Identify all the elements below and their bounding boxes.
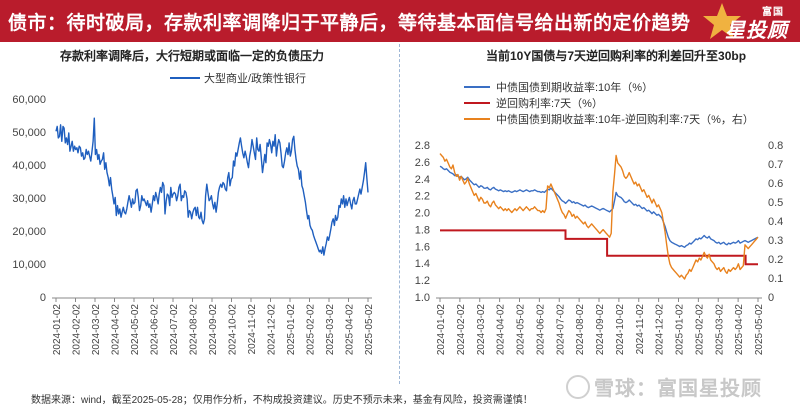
- x-tick-label: 2024-01-02: [52, 304, 63, 356]
- y-left-tick-label: 2.6: [415, 157, 430, 169]
- x-tick-label: 2025-02-02: [306, 304, 317, 356]
- header-banner: 债市：待时破局，存款利率调降归于平静后，等待基本面信号给出新的定价趋势 富国 星…: [0, 0, 800, 42]
- x-tick-label: 2024-05-02: [516, 304, 527, 356]
- x-tick-label: 2024-11-02: [635, 304, 646, 355]
- footer-source: 数据来源：wind，截至2025-05-28；仅用作分析，不构成投资建议。历史不…: [31, 395, 533, 406]
- y-left-tick-label: 1.2: [415, 275, 430, 287]
- y-right-tick-label: 0: [768, 292, 774, 304]
- y-tick-label: 40,000: [12, 160, 46, 172]
- x-tick-label: 2024-12-02: [267, 304, 278, 356]
- y-tick-label: 60,000: [12, 94, 46, 106]
- x-tick-label: 2025-05-02: [754, 304, 765, 356]
- legend-label: 中债国债到期收益率:10年-逆回购利率:7天（%，右）: [496, 112, 754, 126]
- x-tick-label: 2025-04-02: [734, 304, 745, 356]
- y-right-tick-label: 0.2: [768, 254, 783, 266]
- right-chart: 1.0 1.2 1.4 1.6 1.8 2.0 2.2 2.4 2.6 2.8 0 0.1 0.2 0.3…: [415, 80, 784, 356]
- x-tick-label: 2024-09-02: [595, 304, 606, 356]
- x-tick-label: 2025-01-02: [675, 304, 686, 356]
- y-tick-label: 0: [40, 292, 46, 304]
- left-chart-title: 存款利率调降后，大行短期或面临一定的负债压力: [60, 49, 325, 63]
- x-tick-label: 2024-07-02: [169, 304, 180, 356]
- y-tick-label: 20,000: [12, 226, 46, 238]
- legend-label: 大型商业/政策性银行: [204, 71, 306, 85]
- y-left-tick-label: 1.0: [415, 292, 430, 304]
- x-tick-label: 2025-03-02: [325, 304, 336, 356]
- x-tick-label: 2025-04-02: [345, 304, 356, 356]
- y-left-tick-label: 1.8: [415, 224, 430, 236]
- series-line-repo-rate: [440, 229, 758, 266]
- series-line-10y-yield: [439, 165, 759, 248]
- snowball-icon: [566, 375, 590, 399]
- y-tick-label: 50,000: [12, 127, 46, 139]
- series-line-spread: [439, 153, 759, 280]
- y-left-tick-label: 2.8: [415, 140, 430, 152]
- y-left-tick-label: 1.4: [415, 258, 430, 270]
- y-left-tick-label: 2.2: [415, 191, 430, 203]
- x-tick-label: 2024-06-02: [535, 304, 546, 356]
- x-tick-label: 2025-05-02: [364, 304, 375, 356]
- x-tick-label: 2024-03-02: [476, 304, 487, 356]
- x-tick-label: 2024-03-02: [91, 304, 102, 356]
- logo-top-text: 富国: [762, 7, 784, 18]
- y-right-tick-label: 0.5: [768, 197, 783, 209]
- x-tick-label: 2024-04-02: [496, 304, 507, 356]
- x-tick-label: 2024-07-02: [555, 304, 566, 356]
- x-tick-label: 2025-01-02: [286, 304, 297, 356]
- brand-logo: 富国 星投顾: [702, 0, 794, 42]
- x-tick-label: 2024-05-02: [130, 304, 141, 356]
- y-left-tick-label: 2.4: [415, 174, 430, 186]
- star-logo-icon: [703, 3, 741, 39]
- y-left-tick-label: 1.6: [415, 241, 430, 253]
- x-tick-label: 2024-02-02: [72, 304, 83, 356]
- x-tick-label: 2024-02-02: [456, 304, 467, 356]
- y-right-tick-label: 0.6: [768, 178, 783, 190]
- y-right-tick-label: 0.3: [768, 235, 783, 247]
- x-tick-label: 2025-03-02: [714, 304, 725, 356]
- legend-label: 中债国债到期收益率:10年（%）: [496, 80, 653, 94]
- page-title: 债市：待时破局，存款利率调降归于平静后，等待基本面信号给出新的定价趋势: [8, 13, 691, 34]
- legend-label: 逆回购利率:7天（%）: [496, 96, 603, 110]
- x-tick-label: 2024-09-02: [208, 304, 219, 356]
- x-tick-label: 2024-08-02: [575, 304, 586, 356]
- x-tick-label: 2025-02-02: [694, 304, 705, 356]
- x-tick-label: 2024-04-02: [111, 304, 122, 356]
- x-tick-label: 2024-11-02: [247, 304, 258, 355]
- right-chart-title: 当前10Y国债与7天逆回购利率的利差回升至30bp: [486, 49, 747, 63]
- watermark-text: 雪球：富国星投顾: [594, 378, 762, 400]
- x-tick-label: 2024-01-02: [436, 304, 447, 356]
- y-right-tick-label: 0.1: [768, 273, 783, 285]
- x-tick-label: 2024-10-02: [615, 304, 626, 356]
- y-tick-label: 10,000: [12, 259, 46, 271]
- x-tick-label: 2024-06-02: [150, 304, 161, 356]
- y-tick-label: 30,000: [12, 193, 46, 205]
- y-left-tick-label: 2.0: [415, 208, 430, 220]
- series-line-banks: [55, 117, 369, 256]
- y-right-tick-label: 0.4: [768, 216, 783, 228]
- watermark: 雪球：富国星投顾: [566, 372, 762, 401]
- x-tick-label: 2024-08-02: [189, 304, 200, 356]
- y-right-tick-label: 0.7: [768, 159, 783, 171]
- x-tick-label: 2024-10-02: [228, 304, 239, 356]
- logo-main-text: 星投顾: [725, 20, 788, 42]
- panel-divider: [399, 44, 400, 384]
- left-chart: 0 10,000 20,000 30,000 40,000 50,000 60,000 202…: [12, 71, 375, 356]
- y-right-tick-label: 0.8: [768, 140, 783, 152]
- star-logo-shape: [703, 3, 741, 39]
- x-tick-label: 2024-12-02: [655, 304, 666, 356]
